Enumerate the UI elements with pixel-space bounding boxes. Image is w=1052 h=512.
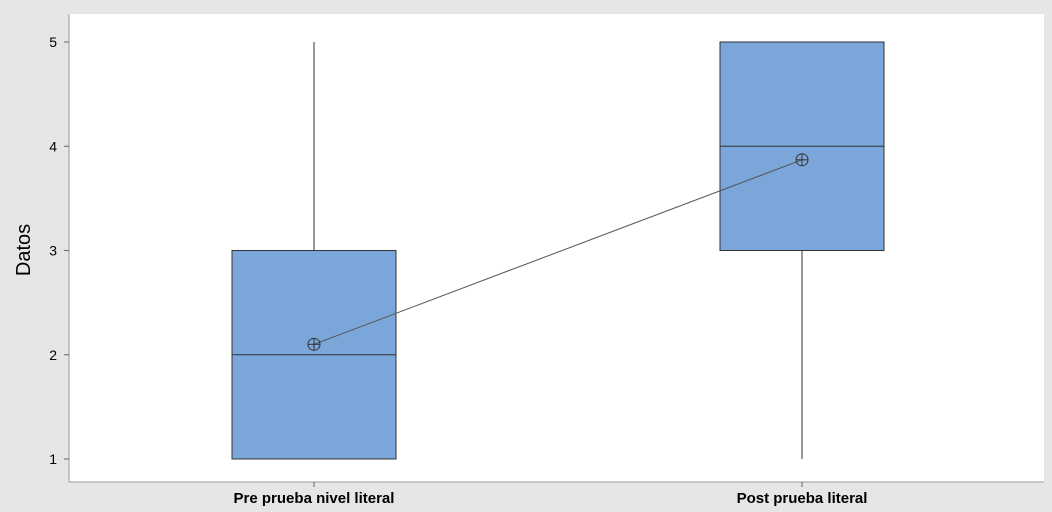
- mean-connect-line: [313, 159, 803, 345]
- box-series: [231, 41, 885, 460]
- y-axis-label: Datos: [13, 224, 35, 276]
- x-tick-label: Post prueba literal: [737, 490, 868, 507]
- mean-markers: [307, 153, 809, 351]
- y-tick-label: 4: [49, 138, 57, 154]
- mean-marker: [307, 337, 321, 351]
- y-tick-label: 2: [49, 347, 57, 363]
- y-tick-label: 1: [49, 451, 57, 467]
- box-2: [719, 41, 885, 459]
- y-axis-ticks: 1 2 3 4 5: [49, 34, 69, 467]
- x-axis-ticks: Pre prueba nivel literal Post prueba lite…: [234, 482, 868, 507]
- y-tick-label: 3: [49, 243, 57, 259]
- mean-marker: [795, 153, 809, 167]
- box-1: [231, 42, 397, 460]
- plot-area: [69, 14, 1044, 482]
- y-tick-label: 5: [49, 34, 57, 50]
- x-tick-label: Pre prueba nivel literal: [234, 490, 395, 507]
